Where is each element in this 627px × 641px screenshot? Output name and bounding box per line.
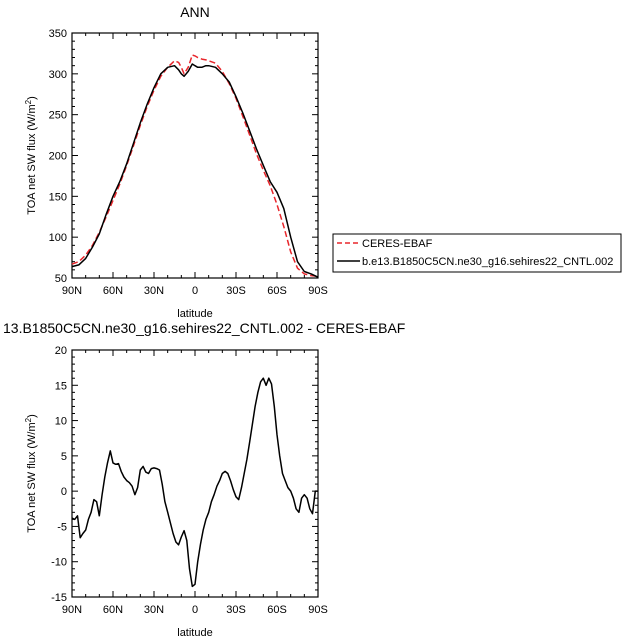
top-y-axis: 50 100 150 200 250 300 350	[49, 28, 318, 285]
bottom-y-tick-label: 5	[61, 451, 67, 463]
top-x-tick-label: 0	[192, 285, 198, 297]
top-y-axis-label-end: )	[26, 96, 38, 100]
bottom-y-tick-label: 15	[55, 380, 67, 392]
top-series-0-line	[71, 54, 319, 278]
bottom-plot-area	[71, 377, 318, 588]
top-chart-title: ANN	[180, 4, 210, 20]
top-x-tick-label: 30S	[226, 285, 246, 297]
legend: CERES-EBAF b.e13.B1850C5CN.ne30_g16.sehi…	[332, 233, 622, 273]
bottom-x-tick-label: 30S	[226, 604, 246, 616]
bottom-x-tick-label: 30N	[144, 604, 164, 616]
top-y-axis-label-main: TOA net SW flux (W/m	[26, 104, 38, 214]
top-y-axis-label: TOA net SW flux (W/m2)	[24, 96, 38, 215]
bottom-y-tick-label: 0	[61, 486, 67, 498]
top-y-tick-label: 100	[49, 232, 67, 244]
top-y-tick-label: 200	[49, 151, 67, 163]
top-x-axis: 90N 60N 30N 0 30S 60S 90S	[62, 33, 328, 297]
bottom-x-axis: 90N 60N 30N 0 30S 60S 90S	[62, 350, 328, 616]
top-y-axis-label-sup: 2	[24, 99, 33, 104]
bottom-y-axis: -15 -10 -5 0 5 10 15 20	[51, 345, 318, 604]
bottom-x-tick-label: 90S	[308, 604, 328, 616]
bottom-y-tick-label: 10	[55, 416, 67, 428]
bottom-series-0-line	[71, 377, 318, 588]
bottom-y-tick-label: -15	[51, 592, 67, 604]
legend-label-model: b.e13.B1850C5CN.ne30_g16.sehires22_CNTL.…	[362, 256, 613, 268]
bottom-x-tick-label: 60N	[103, 604, 123, 616]
bottom-y-axis-label-sup: 2	[24, 417, 33, 422]
top-x-axis-label: latitude	[177, 308, 212, 320]
top-y-tick-label: 150	[49, 191, 67, 203]
legend-label-ceres: CERES-EBAF	[362, 238, 433, 250]
bottom-y-tick-label: -10	[51, 557, 67, 569]
top-plot-area	[71, 54, 319, 278]
top-x-tick-label: 60N	[103, 285, 123, 297]
bottom-y-axis-label-end: )	[26, 414, 38, 418]
bottom-x-tick-label: 0	[192, 604, 198, 616]
top-y-tick-label: 50	[55, 273, 67, 285]
bottom-y-tick-label: -5	[57, 521, 67, 533]
bottom-plot-frame	[71, 349, 319, 598]
top-y-tick-label: 350	[49, 28, 67, 40]
bottom-chart: 13.B1850C5CN.ne30_g16.sehires22_CNTL.002…	[3, 320, 405, 639]
bottom-y-axis-label: TOA net SW flux (W/m2)	[24, 414, 38, 533]
top-series-1-line	[71, 63, 319, 278]
top-x-tick-label: 90N	[62, 285, 82, 297]
bottom-x-tick-label: 60S	[267, 604, 287, 616]
top-x-tick-label: 30N	[144, 285, 164, 297]
bottom-x-axis-label: latitude	[177, 627, 212, 639]
bottom-y-tick-label: 20	[55, 345, 67, 357]
top-x-tick-label: 90S	[308, 285, 328, 297]
top-plot-frame	[71, 32, 319, 279]
bottom-chart-title: 13.B1850C5CN.ne30_g16.sehires22_CNTL.002…	[3, 320, 405, 336]
top-chart: ANN 90N 60N 30N 0 30S 60S 90S 50 100 150 200 250 30…	[24, 4, 328, 320]
top-x-tick-label: 60S	[267, 285, 287, 297]
bottom-x-tick-label: 90N	[62, 604, 82, 616]
legend-box	[332, 233, 622, 273]
bottom-y-axis-label-main: TOA net SW flux (W/m	[26, 422, 38, 532]
top-y-tick-label: 250	[49, 110, 67, 122]
top-y-tick-label: 300	[49, 69, 67, 81]
